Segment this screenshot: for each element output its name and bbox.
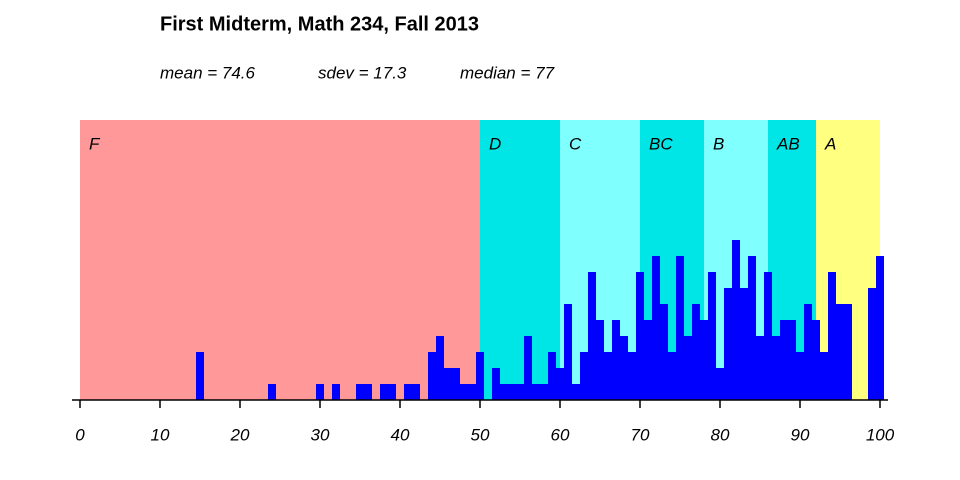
stat: median = 77 <box>460 63 555 82</box>
bar <box>532 384 540 400</box>
bar <box>676 256 684 400</box>
bar <box>756 336 764 400</box>
bar <box>828 272 836 400</box>
bar <box>500 384 508 400</box>
bar <box>612 320 620 400</box>
x-tick-label: 80 <box>711 425 730 444</box>
bar <box>604 352 612 400</box>
bar <box>572 384 580 400</box>
bar <box>732 240 740 400</box>
bar <box>868 288 876 400</box>
bar <box>836 304 844 400</box>
bar <box>788 320 796 400</box>
bar <box>820 352 828 400</box>
bar <box>748 256 756 400</box>
stat: sdev = 17.3 <box>318 63 407 82</box>
bar <box>412 384 420 400</box>
x-tick-label: 0 <box>75 425 85 444</box>
bar <box>540 384 548 400</box>
bar <box>652 256 660 400</box>
bar <box>556 368 564 400</box>
x-tick-label: 60 <box>551 425 570 444</box>
bar <box>380 384 388 400</box>
bar <box>716 368 724 400</box>
bar <box>740 288 748 400</box>
x-tick-label: 90 <box>791 425 810 444</box>
bar <box>388 384 396 400</box>
bar <box>196 352 204 400</box>
bar <box>508 384 516 400</box>
chart-title: First Midterm, Math 234, Fall 2013 <box>160 13 479 35</box>
x-tick-label: 100 <box>866 425 895 444</box>
bar <box>660 304 668 400</box>
bar <box>428 352 436 400</box>
band-label: A <box>824 134 836 153</box>
x-tick-label: 70 <box>631 425 650 444</box>
bar <box>452 368 460 400</box>
band-label: BC <box>649 134 673 153</box>
bar <box>524 336 532 400</box>
bar <box>460 384 468 400</box>
bar <box>844 304 852 400</box>
bar <box>708 272 716 400</box>
bar <box>796 352 804 400</box>
stat: mean = 74.6 <box>160 63 256 82</box>
band-label: AB <box>776 134 800 153</box>
bar <box>580 352 588 400</box>
bar <box>628 352 636 400</box>
bar <box>700 320 708 400</box>
bar <box>812 320 820 400</box>
bar <box>436 336 444 400</box>
bar <box>620 336 628 400</box>
band-label: B <box>713 134 724 153</box>
x-tick-label: 40 <box>391 425 410 444</box>
bar <box>356 384 364 400</box>
grade-band <box>80 120 480 400</box>
x-tick-label: 30 <box>311 425 330 444</box>
bar <box>692 304 700 400</box>
x-tick-label: 20 <box>230 425 250 444</box>
bar <box>636 272 644 400</box>
bar <box>804 304 812 400</box>
bar <box>644 320 652 400</box>
bar <box>596 320 604 400</box>
bar <box>588 272 596 400</box>
bar <box>468 384 476 400</box>
bar <box>548 352 556 400</box>
bar <box>668 352 676 400</box>
x-tick-label: 10 <box>151 425 170 444</box>
bar <box>476 352 484 400</box>
bar <box>332 384 340 400</box>
x-tick-label: 50 <box>471 425 490 444</box>
bar <box>780 320 788 400</box>
bar <box>268 384 276 400</box>
band-label: F <box>89 134 101 153</box>
bar <box>772 336 780 400</box>
bar <box>444 368 452 400</box>
bar <box>564 304 572 400</box>
bar <box>724 288 732 400</box>
bar <box>364 384 372 400</box>
bar <box>764 272 772 400</box>
band-label: D <box>489 134 501 153</box>
bar <box>404 384 412 400</box>
bar <box>876 256 884 400</box>
bar <box>492 368 500 400</box>
bar <box>684 336 692 400</box>
bar <box>516 384 524 400</box>
band-label: C <box>569 134 582 153</box>
grade-band <box>480 120 560 400</box>
bar <box>316 384 324 400</box>
